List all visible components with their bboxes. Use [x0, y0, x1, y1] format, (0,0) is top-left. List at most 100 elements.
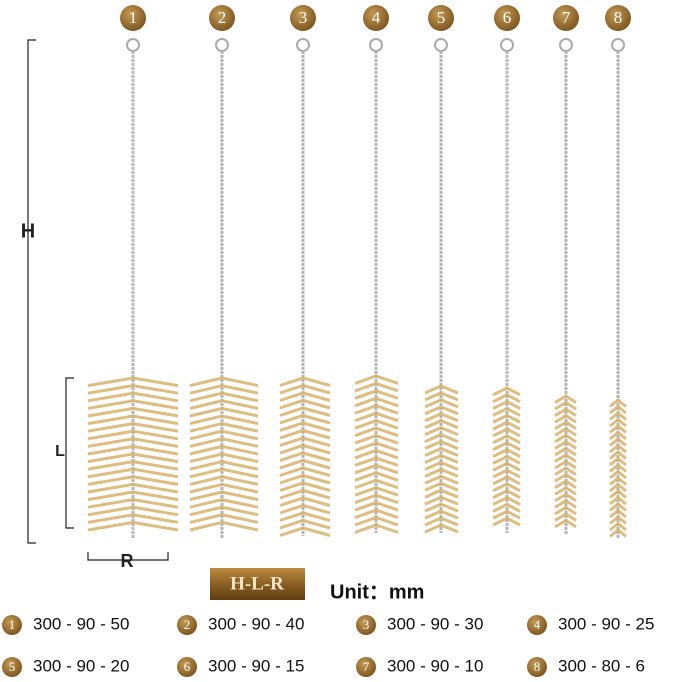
bristle-tuft: [189, 452, 259, 464]
bristle-tuft: [87, 498, 179, 509]
bristle-tuft: [279, 436, 331, 447]
number-label: 6: [503, 8, 512, 27]
bristle-tuft: [424, 426, 459, 437]
bristle-tuft: [492, 406, 521, 417]
spec-number: 2: [184, 617, 191, 632]
bristle-tuft: [492, 461, 521, 472]
bristle-tuft: [554, 499, 577, 509]
brush-loop: [500, 38, 514, 52]
spec-badge: [356, 657, 376, 677]
bristle-tuft: [87, 460, 179, 471]
bristle-tuft: [354, 515, 399, 527]
r-label: R: [121, 551, 134, 571]
bristle-tuft: [87, 376, 179, 388]
bristle-tuft: [554, 485, 577, 496]
dimension-marks: [27, 39, 169, 561]
bristle-tuft: [189, 520, 259, 532]
bristle-tuft: [554, 420, 577, 431]
brush: [554, 38, 577, 535]
number-badge: [553, 5, 579, 31]
bristle-tuft: [87, 467, 179, 479]
bristle-tuft: [279, 466, 331, 477]
bristle-tuft: [554, 505, 577, 516]
bristle-tuft: [492, 413, 521, 424]
bristle-tuft: [279, 443, 331, 455]
bristle-tuft: [354, 448, 399, 460]
bristle-tuft: [189, 482, 259, 494]
bristle-tuft: [189, 406, 259, 418]
brush-loop: [559, 38, 573, 52]
bristle-tuft: [279, 421, 331, 432]
bristle-tuft: [87, 482, 179, 494]
bristle-tuft: [609, 443, 627, 454]
bristle-tuft: [554, 479, 577, 489]
bristle-tuft: [554, 440, 577, 450]
bristle-tuft: [554, 413, 577, 424]
bristle-tuft: [279, 451, 331, 462]
brush: [492, 38, 521, 533]
bristle-tuft: [609, 424, 627, 434]
bristle-tuft: [554, 446, 577, 457]
bristle-tuft: [492, 427, 521, 438]
spec-badge: [356, 615, 376, 635]
brush-loop: [611, 38, 625, 52]
spec-number: 8: [534, 659, 541, 674]
brush: [424, 38, 459, 534]
spec-badge: [2, 657, 22, 677]
bristle-tuft: [87, 505, 179, 517]
spec-text: 300 - 90 - 20: [33, 656, 129, 675]
bristle-tuft: [87, 452, 179, 464]
bristle-tuft: [279, 481, 331, 492]
bristle-tuft: [492, 475, 521, 486]
bristle-tuft: [424, 453, 459, 464]
brush-loop: [215, 38, 229, 52]
brush: [354, 38, 399, 534]
number-badge: [209, 5, 235, 31]
bristle-tuft: [87, 520, 179, 532]
bristle-tuft: [87, 391, 179, 403]
bristle-tuft: [279, 473, 331, 485]
bristle-tuft: [354, 381, 399, 393]
bristle-tuft: [87, 422, 179, 433]
bristle-tuft: [279, 526, 331, 537]
bristle-tuft: [354, 411, 399, 423]
bristle-tuft: [554, 394, 577, 404]
bristle-tuft: [354, 478, 399, 490]
h-bracket: [27, 39, 36, 544]
brush-loop: [126, 38, 140, 52]
spec-text: 300 - 90 - 30: [387, 614, 483, 633]
bristle-tuft: [424, 391, 459, 402]
brush-loop: [369, 38, 383, 52]
bristle-tuft: [424, 384, 459, 395]
format-label: H-L-R: [230, 573, 284, 594]
bristle-tuft: [189, 384, 259, 395]
bristle-tuft: [554, 518, 577, 529]
bristle-tuft: [354, 419, 399, 430]
bristle-tuft: [87, 490, 179, 502]
bristle-tuft: [492, 434, 521, 445]
bristle-tuft: [189, 422, 259, 433]
bristle-tuft: [424, 398, 459, 409]
bristle-tuft: [609, 502, 627, 512]
bristle-tuft: [354, 389, 399, 400]
bristle-tuft: [354, 396, 399, 408]
bristle-tuft: [424, 467, 459, 478]
h-label: H: [21, 220, 35, 242]
bristle-tuft: [492, 516, 521, 527]
number-badge: [428, 5, 454, 31]
l-label: L: [55, 443, 65, 460]
bristle-tuft: [87, 437, 179, 448]
bristle-tuft: [354, 404, 399, 415]
bristle-tuft: [609, 463, 627, 473]
number-badge: [605, 5, 631, 31]
bristle-tuft: [279, 518, 331, 530]
bristle-tuft: [279, 383, 331, 395]
spec-badge: [177, 657, 197, 677]
bristle-tuft: [279, 413, 331, 425]
bristle-tuft: [554, 466, 577, 476]
bristle-tuft: [354, 523, 399, 534]
bristle-tuft: [354, 456, 399, 467]
bristle-tuft: [492, 420, 521, 431]
bristle-tuft: [87, 444, 179, 456]
bristle-tuft: [189, 460, 259, 471]
